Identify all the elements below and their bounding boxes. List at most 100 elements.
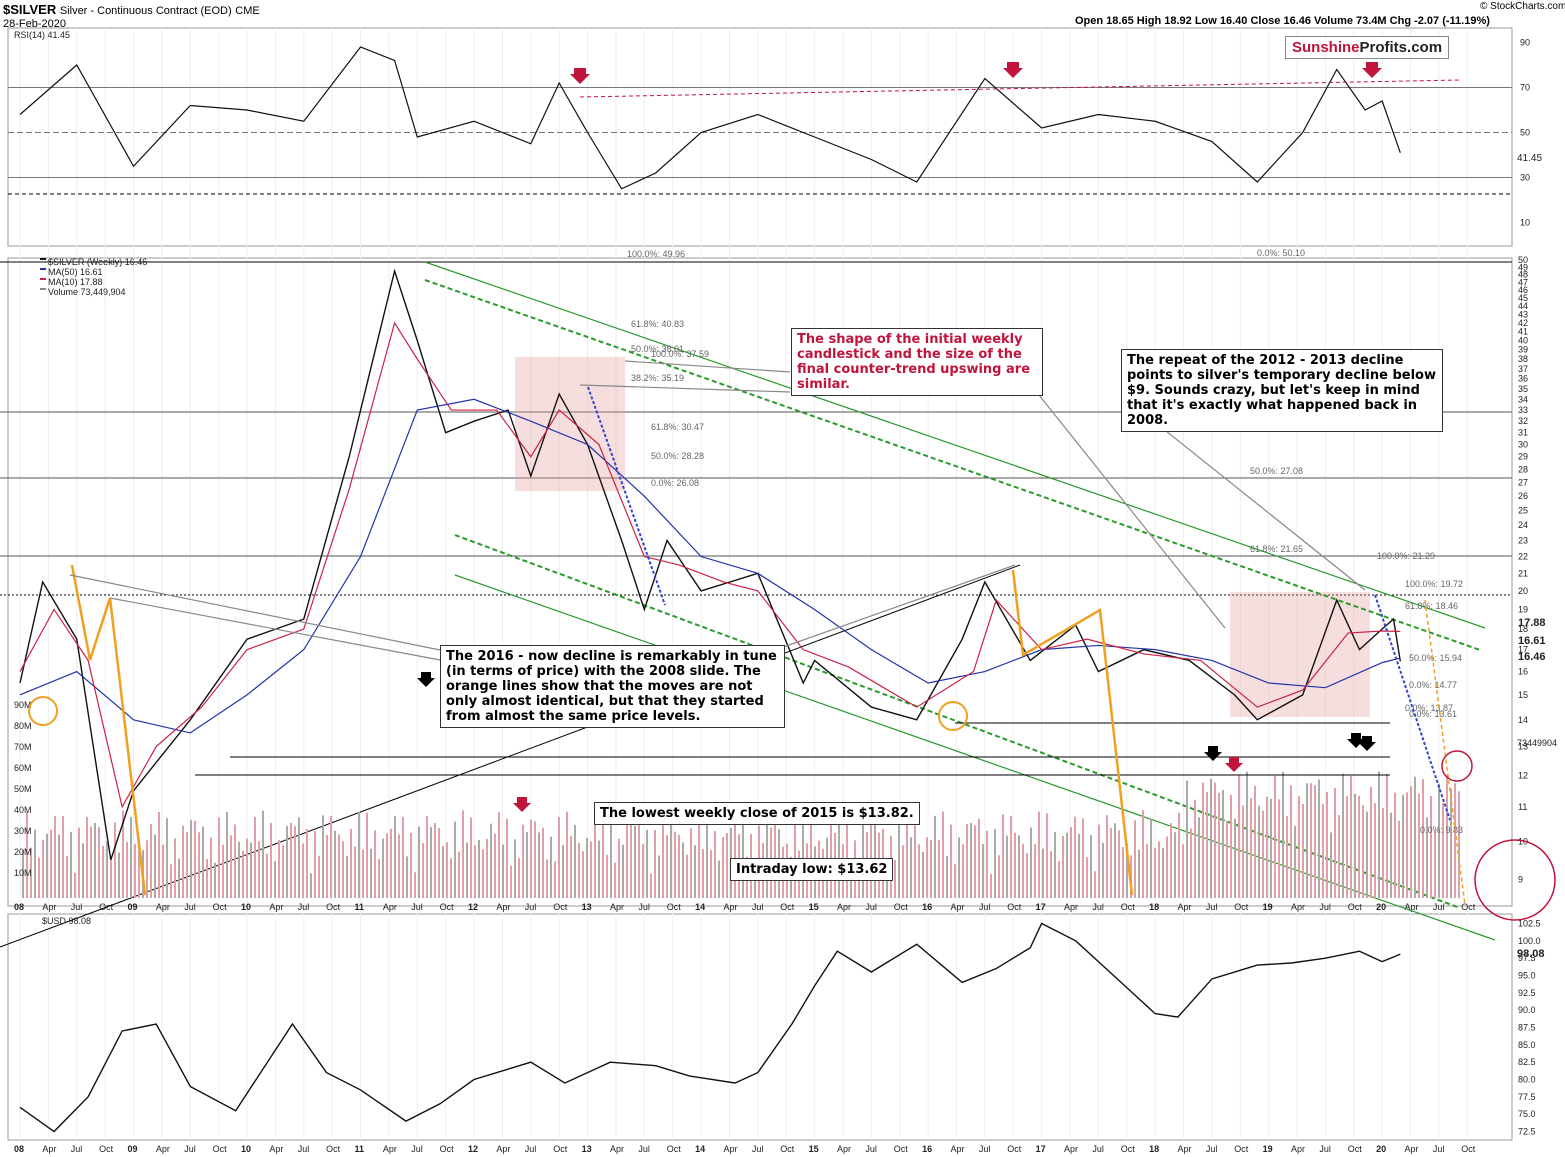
usd-tick-label: 77.5 <box>1518 1092 1536 1102</box>
volume-bar <box>1070 827 1072 898</box>
volume-bar <box>982 844 984 898</box>
x-tick-label: 11 <box>355 902 365 912</box>
volume-bar <box>186 832 188 898</box>
volume-bar <box>438 828 440 898</box>
fib-label: 0.0%: 13.61 <box>1409 709 1457 719</box>
price-tick-label: 40 <box>1518 336 1528 346</box>
price-tick-label: 32 <box>1518 416 1528 426</box>
x-tick-label-usd: 20 <box>1376 1144 1386 1154</box>
volume-bar <box>838 812 840 898</box>
volume-bar <box>174 838 176 898</box>
x-tick-label: Jul <box>752 902 764 912</box>
symbol-text: $SILVER <box>3 2 57 17</box>
volume-bar <box>926 837 928 898</box>
volume-bar <box>146 840 148 898</box>
sunshine-profits-logo: SunshineProfits.com <box>1285 36 1450 59</box>
volume-bar <box>230 835 232 898</box>
volume-bar <box>1098 824 1100 898</box>
copyright: © StockCharts.com <box>1480 1 1565 12</box>
rsi-last-value: 41.45 <box>1517 153 1542 164</box>
volume-bar <box>494 833 496 898</box>
price-tick-label: 36 <box>1518 374 1528 384</box>
volume-bar <box>682 842 684 898</box>
volume-bar <box>742 817 744 898</box>
red-circle-small <box>1441 750 1473 782</box>
volume-bar <box>918 844 920 898</box>
volume-bar <box>138 839 140 898</box>
volume-bar <box>358 812 360 898</box>
volume-bar <box>1382 808 1384 898</box>
usd-panel <box>7 913 1513 1141</box>
volume-bar <box>1454 783 1456 898</box>
volume-bar <box>1346 796 1348 898</box>
price-tick-label: 50 <box>1518 255 1528 265</box>
volume-bar <box>278 839 280 898</box>
price-tick-label: 23 <box>1518 535 1528 545</box>
volume-bar <box>178 858 180 898</box>
x-tick-label-usd: Apr <box>1405 1144 1419 1154</box>
volume-bar <box>22 850 24 898</box>
volume-tick-label: 40M <box>14 805 32 815</box>
x-tick-label-usd: Apr <box>1291 1144 1305 1154</box>
x-tick-label-usd: Apr <box>496 1144 510 1154</box>
volume-bar <box>906 811 908 898</box>
volume-bar <box>530 819 532 898</box>
volume-bar <box>686 854 688 898</box>
usd-tick-label: 87.5 <box>1518 1023 1536 1033</box>
price-tick-label: 18 <box>1518 624 1528 634</box>
volume-bar <box>106 841 108 898</box>
usd-tick-label: 92.5 <box>1518 988 1536 998</box>
price-tick-label: 44 <box>1518 301 1528 311</box>
x-tick-label: Apr <box>1064 902 1078 912</box>
rsi-tick-label: 70 <box>1520 83 1530 93</box>
volume-bar <box>382 838 384 898</box>
volume-bar <box>306 828 308 898</box>
rsi-tick-label: 90 <box>1520 38 1530 48</box>
volume-bar <box>1438 783 1440 898</box>
volume-bar <box>446 842 448 898</box>
volume-bar <box>626 825 628 898</box>
volume-bar <box>190 820 192 898</box>
x-tick-label-usd: Jul <box>1319 1144 1331 1154</box>
volume-tick-label: 20M <box>14 847 32 857</box>
x-tick-label-usd: 09 <box>128 1144 138 1154</box>
price-tick-label: 31 <box>1518 428 1528 438</box>
consolidation-box-2012 <box>515 357 625 491</box>
volume-bar <box>434 823 436 898</box>
volume-bar <box>102 845 104 898</box>
volume-bar <box>1106 815 1108 898</box>
annotation-pointer <box>579 384 791 393</box>
volume-bar <box>722 837 724 898</box>
fib-label: 0.0%: 14.77 <box>1409 680 1457 690</box>
volume-bar <box>1306 783 1308 898</box>
volume-bar <box>1350 776 1352 898</box>
volume-bar <box>486 839 488 898</box>
volume-bar <box>58 834 60 898</box>
x-tick-label: 13 <box>582 902 592 912</box>
volume-bar <box>1214 782 1216 898</box>
fib-label: 100.0%: 21.29 <box>1377 551 1435 561</box>
volume-bar <box>1322 804 1324 898</box>
x-tick-label: 09 <box>128 902 138 912</box>
rsi-red-arrow <box>1003 62 1023 78</box>
price-panel <box>7 257 1513 907</box>
x-tick-label: Oct <box>1121 902 1136 912</box>
volume-bar <box>1142 810 1144 898</box>
signal-arrow <box>513 797 531 812</box>
volume-bar <box>198 832 200 898</box>
volume-tick-label: 60M <box>14 763 32 773</box>
x-tick-label: Apr <box>156 902 170 912</box>
volume-bar <box>378 858 380 898</box>
volume-bar <box>1254 785 1256 898</box>
volume-bar <box>482 849 484 898</box>
volume-bar <box>646 829 648 898</box>
x-tick-label: Jul <box>184 902 196 912</box>
price-tick-label: 14 <box>1518 715 1528 725</box>
price-last-value: 17.88 <box>1518 617 1546 629</box>
volume-bar <box>1166 836 1168 898</box>
volume-bar <box>1006 835 1008 898</box>
volume-bar <box>342 841 344 898</box>
x-tick-label-usd: 16 <box>922 1144 932 1154</box>
volume-bar <box>1450 788 1452 898</box>
volume-bar <box>978 818 980 898</box>
